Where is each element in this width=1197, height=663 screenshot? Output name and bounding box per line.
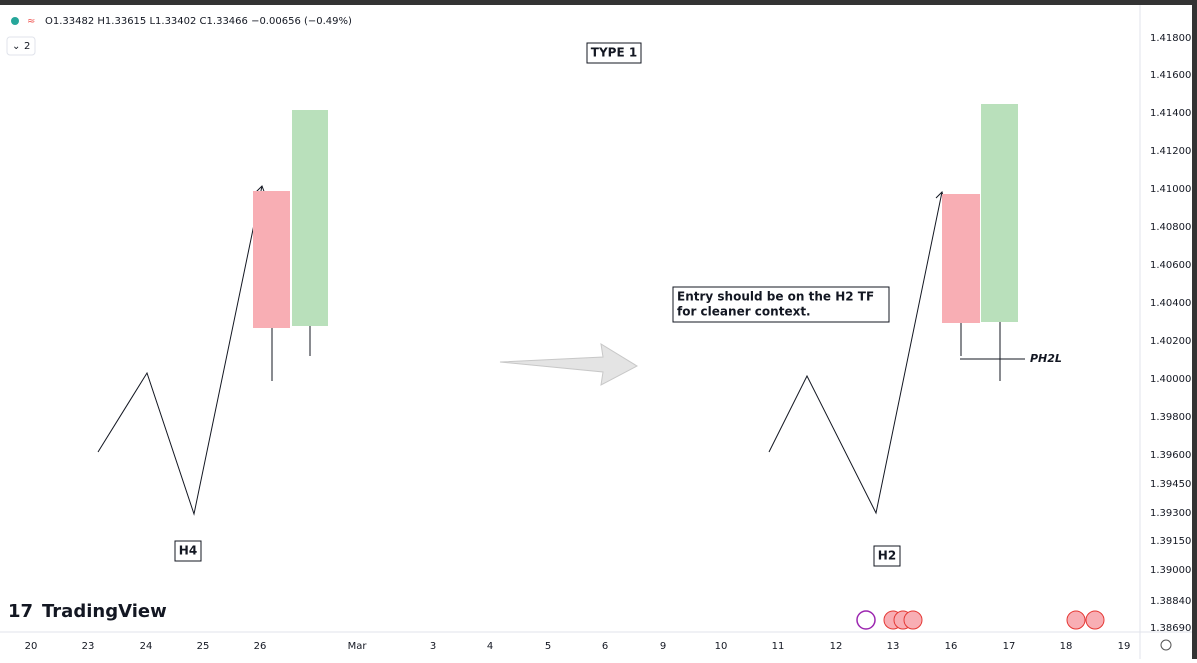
price-label: 1.38840 <box>1150 596 1191 607</box>
title-box <box>586 42 642 64</box>
level-label: PH2L <box>1030 352 1062 365</box>
transition-arrow <box>499 343 639 386</box>
time-label: 17 <box>1003 641 1016 652</box>
label-box <box>873 545 901 567</box>
time-label: 18 <box>1060 641 1073 652</box>
time-label: 20 <box>25 641 38 652</box>
price-label: 1.39000 <box>1150 565 1191 576</box>
price-label: 1.40000 <box>1150 374 1191 385</box>
bear-candle <box>942 194 980 323</box>
price-label: 1.39300 <box>1150 508 1191 519</box>
price-label: 1.41200 <box>1150 146 1191 157</box>
time-label: 19 <box>1118 641 1131 652</box>
time-label: 26 <box>254 641 267 652</box>
right-border <box>1192 0 1197 659</box>
bull-candle <box>292 110 328 326</box>
price-label: 1.40800 <box>1150 222 1191 233</box>
ohlc: O1.33482 H1.33615 L1.33402 C1.33466 −0.0… <box>45 16 352 27</box>
time-label: 5 <box>545 641 551 652</box>
logo-mark: 𝟭𝟳 <box>8 601 33 622</box>
price-label: 1.40400 <box>1150 298 1191 309</box>
price-label: 1.40200 <box>1150 336 1191 347</box>
price-label: 1.39450 <box>1150 479 1191 490</box>
note-line: Entry should be on the H2 TF <box>677 290 874 304</box>
status-dot <box>11 17 19 25</box>
event-icon[interactable] <box>1066 610 1086 630</box>
status-icon: ≈ <box>27 16 35 27</box>
collapse-chevron: ⌄ <box>12 41 20 52</box>
price-label: 1.41600 <box>1150 70 1191 81</box>
price-label: 1.40600 <box>1150 260 1191 271</box>
time-label: 6 <box>602 641 608 652</box>
zigzag <box>768 191 943 515</box>
price-label: 1.39600 <box>1150 450 1191 461</box>
time-label: 9 <box>660 641 666 652</box>
bull-candle <box>981 104 1018 322</box>
timeframe-label: H4 <box>179 544 197 558</box>
zigzag <box>97 185 263 516</box>
price-label: 1.38690 <box>1150 623 1191 634</box>
note-line: for cleaner context. <box>677 305 811 319</box>
title: TYPE 1 <box>591 46 637 60</box>
event-icon[interactable] <box>903 610 923 630</box>
price-label: 1.39150 <box>1150 536 1191 547</box>
time-label: 3 <box>430 641 436 652</box>
indicator-count: 2 <box>24 41 30 52</box>
time-label: 24 <box>140 641 153 652</box>
time-label: 10 <box>715 641 728 652</box>
brand[interactable]: TradingView <box>42 601 167 622</box>
time-label: 4 <box>487 641 493 652</box>
time-label: 12 <box>830 641 843 652</box>
price-label: 1.39800 <box>1150 412 1191 423</box>
time-label: 23 <box>82 641 95 652</box>
note-box <box>672 286 890 323</box>
time-label: 11 <box>772 641 785 652</box>
price-label: 1.41400 <box>1150 108 1191 119</box>
settings-icon[interactable] <box>1160 639 1172 651</box>
timeframe-label: H2 <box>878 549 896 563</box>
time-label: 25 <box>197 641 210 652</box>
event-icon[interactable] <box>856 610 876 630</box>
time-label: Mar <box>348 641 368 652</box>
top-border <box>0 0 1197 5</box>
time-label: 13 <box>887 641 900 652</box>
time-label: 16 <box>945 641 958 652</box>
label-box <box>174 540 202 562</box>
bear-candle <box>253 191 290 328</box>
price-label: 1.41800 <box>1150 33 1191 44</box>
price-label: 1.41000 <box>1150 184 1191 195</box>
collapse-button[interactable] <box>6 36 36 56</box>
event-icon[interactable] <box>1085 610 1105 630</box>
